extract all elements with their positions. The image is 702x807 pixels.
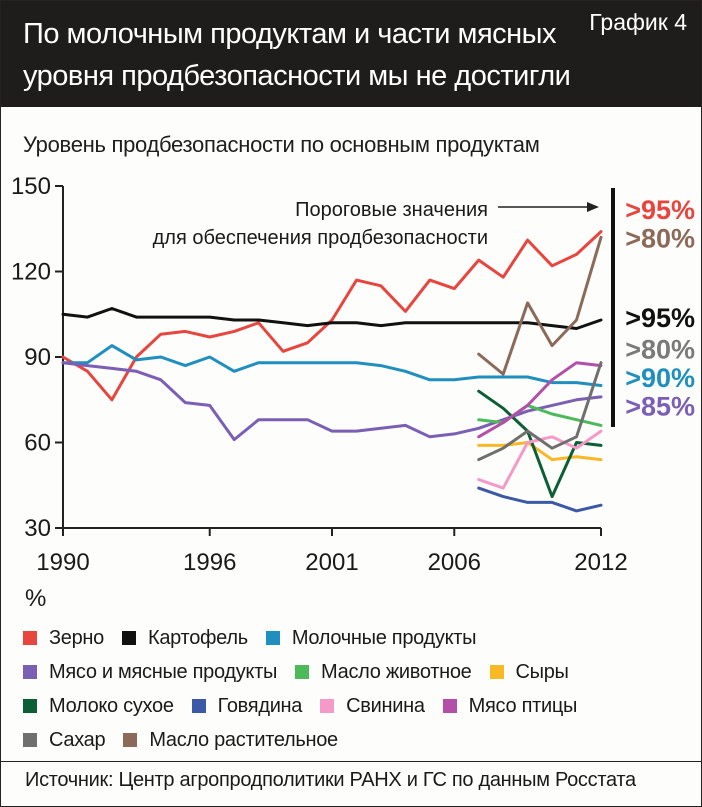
legend: Зерно Картофель Молочные продукты Мясо и мя… bbox=[23, 621, 693, 757]
x-tick-label: 2012 bbox=[574, 549, 627, 576]
threshold-label: >85% bbox=[625, 391, 695, 421]
legend-row: Сахар Масло растительное bbox=[23, 723, 693, 757]
legend-item: Мясо и мясные продукты bbox=[23, 661, 277, 684]
legend-label: Масло растительное bbox=[149, 728, 338, 751]
legend-item: Молоко сухое bbox=[23, 695, 174, 718]
x-tick-label: 2006 bbox=[428, 549, 481, 576]
series-line bbox=[477, 361, 603, 439]
legend-label: Зерно bbox=[49, 626, 104, 649]
annotation-line-1: Пороговые значения bbox=[295, 199, 488, 221]
source-note: Источник: Центр агропродполитики РАНХ и … bbox=[25, 769, 636, 791]
annotation-line-2: для обеспечения продбезопасности bbox=[153, 227, 488, 249]
header-bar: По молочным продуктам и части мясных уро… bbox=[1, 1, 701, 107]
y-tick-label: 120 bbox=[11, 259, 51, 286]
series-line bbox=[61, 344, 603, 387]
legend-swatch bbox=[23, 631, 37, 645]
legend-swatch bbox=[123, 733, 138, 747]
legend-item: Свинина bbox=[320, 695, 425, 718]
title-line-2: уровня продбезопасности мы не достигли bbox=[23, 60, 571, 92]
series-line bbox=[477, 441, 603, 462]
y-tick-label: 30 bbox=[24, 515, 51, 542]
x-tick-label: 1990 bbox=[36, 549, 89, 576]
legend-item: Мясо птицы bbox=[442, 694, 578, 718]
series-line bbox=[477, 486, 603, 513]
legend-item: Масло животное bbox=[295, 660, 472, 684]
legend-item: Зерно bbox=[23, 627, 104, 650]
legend-swatch bbox=[191, 699, 206, 713]
legend-swatch bbox=[265, 631, 280, 645]
chart-title: По молочным продуктам и части мясных уро… bbox=[23, 13, 583, 97]
x-tick-label: 2001 bbox=[305, 549, 358, 576]
legend-label: Сахар bbox=[49, 728, 106, 751]
legend-row: Мясо и мясные продукты Масло животное Сыры bbox=[23, 655, 693, 689]
legend-swatch bbox=[23, 665, 37, 679]
legend-label: Картофель bbox=[148, 626, 248, 649]
legend-swatch bbox=[489, 665, 504, 679]
legend-swatch bbox=[23, 733, 37, 747]
unit-label: % bbox=[25, 585, 46, 611]
legend-item: Сыры bbox=[489, 660, 569, 684]
legend-label: Сыры bbox=[515, 660, 569, 683]
series-line bbox=[61, 230, 603, 402]
series-line bbox=[477, 361, 603, 462]
legend-swatch bbox=[442, 699, 457, 713]
legend-label: Мясо птицы bbox=[468, 694, 578, 717]
y-tick-label: 150 bbox=[11, 173, 51, 200]
threshold-label: >95% bbox=[625, 303, 695, 333]
series-line bbox=[61, 307, 603, 330]
threshold-label: >80% bbox=[625, 223, 695, 253]
legend-item: Масло растительное bbox=[123, 729, 338, 752]
legend-label: Молочные продукты bbox=[291, 626, 477, 649]
chart-subtitle: Уровень продбезопасности по основным про… bbox=[23, 132, 540, 157]
legend-item: Говядина bbox=[191, 694, 303, 718]
legend-label: Говядина bbox=[217, 694, 303, 717]
legend-swatch bbox=[122, 631, 136, 645]
legend-item: Картофель bbox=[122, 627, 248, 650]
legend-item: Молочные продукты bbox=[265, 626, 477, 650]
legend-row: Зерно Картофель Молочные продукты bbox=[23, 621, 693, 655]
series-line bbox=[477, 389, 603, 499]
title-line-1: По молочным продуктам и части мясных bbox=[23, 18, 557, 50]
source-divider bbox=[1, 761, 701, 762]
legend-swatch bbox=[295, 665, 310, 679]
legend-swatch bbox=[320, 699, 335, 713]
chart-tag: График 4 bbox=[589, 9, 687, 35]
threshold-label: >95% bbox=[625, 195, 695, 225]
threshold-label: >80% bbox=[625, 334, 695, 364]
legend-label: Свинина bbox=[346, 694, 425, 717]
legend-label: Молоко сухое bbox=[49, 694, 174, 717]
y-tick-label: 60 bbox=[24, 430, 51, 457]
y-tick-label: 90 bbox=[24, 344, 51, 371]
x-tick-label: 1996 bbox=[183, 549, 236, 576]
threshold-label: >90% bbox=[625, 363, 695, 393]
legend-item: Сахар bbox=[23, 728, 106, 752]
legend-label: Масло животное bbox=[321, 660, 472, 683]
series-line bbox=[477, 235, 603, 376]
legend-row: Молоко сухое Говядина Свинина Мясо птицы bbox=[23, 689, 693, 723]
series-line bbox=[61, 361, 603, 442]
annotation-arrow-head bbox=[587, 202, 599, 212]
legend-swatch bbox=[23, 699, 37, 713]
legend-label: Мясо и мясные продукты bbox=[49, 660, 278, 683]
